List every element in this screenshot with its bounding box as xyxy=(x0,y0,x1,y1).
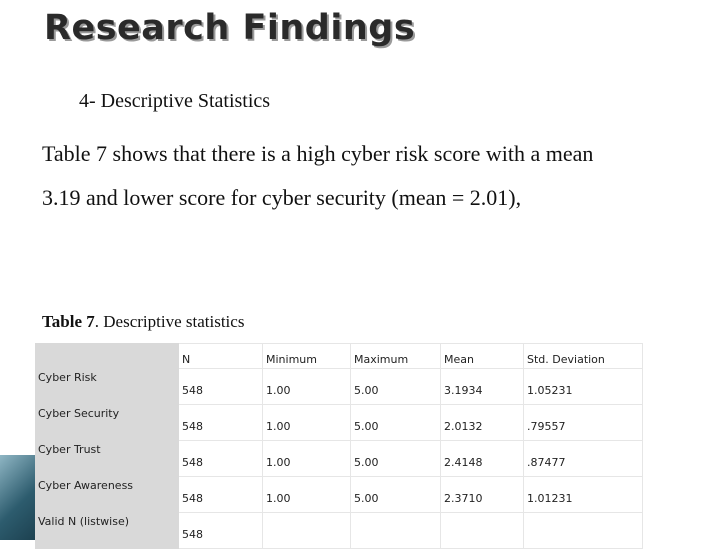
table-cell: 1.00 xyxy=(262,476,351,513)
row-label: Cyber Trust xyxy=(35,440,179,477)
column-header: Maximum xyxy=(350,343,441,369)
table-caption-number: Table 7 xyxy=(42,312,95,331)
table-cell: 1.00 xyxy=(262,440,351,477)
section-subheading: 4- Descriptive Statistics xyxy=(79,90,271,112)
table-header-row: N Minimum Maximum Mean Std. Deviation xyxy=(35,343,643,369)
column-header: Std. Deviation xyxy=(523,343,643,369)
body-text-line-1: Table 7 shows that there is a high cyber… xyxy=(42,141,594,166)
table-row: Cyber Trust 548 1.00 5.00 2.4148 .87477 xyxy=(35,440,643,477)
table-cell xyxy=(262,512,351,549)
table-cell: 5.00 xyxy=(350,368,441,405)
column-header: Mean xyxy=(440,343,524,369)
table-cell: 548 xyxy=(178,404,263,441)
table-cell: 1.01231 xyxy=(523,476,643,513)
table-cell: 548 xyxy=(178,368,263,405)
table-cell: 1.05231 xyxy=(523,368,643,405)
table-cell: 1.00 xyxy=(262,404,351,441)
table-row: Cyber Risk 548 1.00 5.00 3.1934 1.05231 xyxy=(35,368,643,405)
column-header: N xyxy=(178,343,263,369)
table-cell: 2.0132 xyxy=(440,404,524,441)
table-cell: 2.3710 xyxy=(440,476,524,513)
table-row: Cyber Security 548 1.00 5.00 2.0132 .795… xyxy=(35,404,643,441)
table-cell: 548 xyxy=(178,440,263,477)
table-row: Cyber Awareness 548 1.00 5.00 2.3710 1.0… xyxy=(35,476,643,513)
table-cell: 548 xyxy=(178,512,263,549)
row-label: Cyber Risk xyxy=(35,368,179,405)
table-cell xyxy=(350,512,441,549)
body-text-line-2: 3.19 and lower score for cyber security … xyxy=(42,185,522,210)
row-label: Valid N (listwise) xyxy=(35,512,179,549)
table-row: Valid N (listwise) 548 xyxy=(35,512,643,549)
table-cell xyxy=(440,512,524,549)
descriptive-statistics-table: N Minimum Maximum Mean Std. Deviation Cy… xyxy=(35,343,643,549)
table-cell: .87477 xyxy=(523,440,643,477)
row-label: Cyber Awareness xyxy=(35,476,179,513)
table-cell: 548 xyxy=(178,476,263,513)
row-label: Cyber Security xyxy=(35,404,179,441)
table-cell: 5.00 xyxy=(350,440,441,477)
table-cell: 2.4148 xyxy=(440,440,524,477)
slide-title: Research Findings xyxy=(44,8,416,48)
table-cell: 1.00 xyxy=(262,368,351,405)
table-caption: Table 7. Descriptive statistics xyxy=(42,312,244,332)
table-cell: 5.00 xyxy=(350,476,441,513)
table-cell: .79557 xyxy=(523,404,643,441)
table-cell: 5.00 xyxy=(350,404,441,441)
table-corner-cell xyxy=(35,343,179,369)
column-header: Minimum xyxy=(262,343,351,369)
table-cell xyxy=(523,512,643,549)
table-caption-text: . Descriptive statistics xyxy=(94,312,245,331)
table-cell: 3.1934 xyxy=(440,368,524,405)
